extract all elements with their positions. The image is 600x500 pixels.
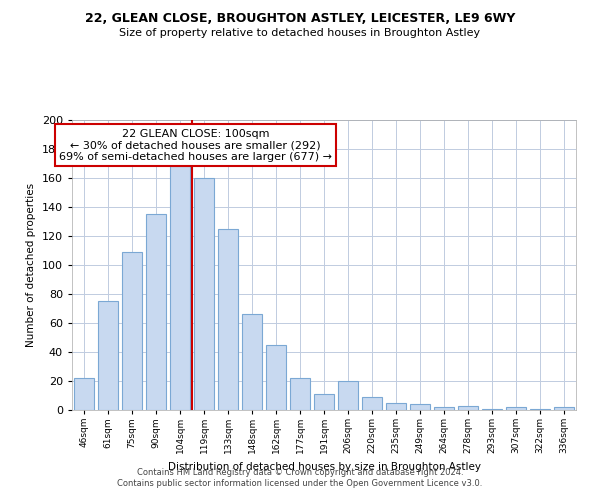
Bar (482, 408, 502, 410)
Bar (170, 166, 190, 410)
Bar (266, 345, 286, 410)
Bar (434, 407, 454, 410)
Y-axis label: Number of detached properties: Number of detached properties (26, 183, 36, 347)
Bar (362, 397, 382, 410)
Bar (506, 407, 526, 410)
Bar (458, 406, 478, 410)
X-axis label: Distribution of detached houses by size in Broughton Astley: Distribution of detached houses by size … (167, 462, 481, 471)
Bar (194, 178, 214, 410)
Text: 22, GLEAN CLOSE, BROUGHTON ASTLEY, LEICESTER, LE9 6WY: 22, GLEAN CLOSE, BROUGHTON ASTLEY, LEICE… (85, 12, 515, 26)
Text: Contains HM Land Registry data © Crown copyright and database right 2024.
Contai: Contains HM Land Registry data © Crown c… (118, 468, 482, 487)
Bar (242, 314, 262, 410)
Bar (338, 381, 358, 410)
Bar (98, 301, 118, 410)
Bar (290, 378, 310, 410)
Bar (74, 378, 94, 410)
Bar (218, 229, 238, 410)
Text: 22 GLEAN CLOSE: 100sqm
← 30% of detached houses are smaller (292)
69% of semi-de: 22 GLEAN CLOSE: 100sqm ← 30% of detached… (59, 128, 332, 162)
Bar (386, 403, 406, 410)
Bar (410, 404, 430, 410)
Bar (314, 394, 334, 410)
Bar (122, 252, 142, 410)
Bar (530, 408, 550, 410)
Bar (554, 407, 574, 410)
Text: Size of property relative to detached houses in Broughton Astley: Size of property relative to detached ho… (119, 28, 481, 38)
Bar (146, 214, 166, 410)
